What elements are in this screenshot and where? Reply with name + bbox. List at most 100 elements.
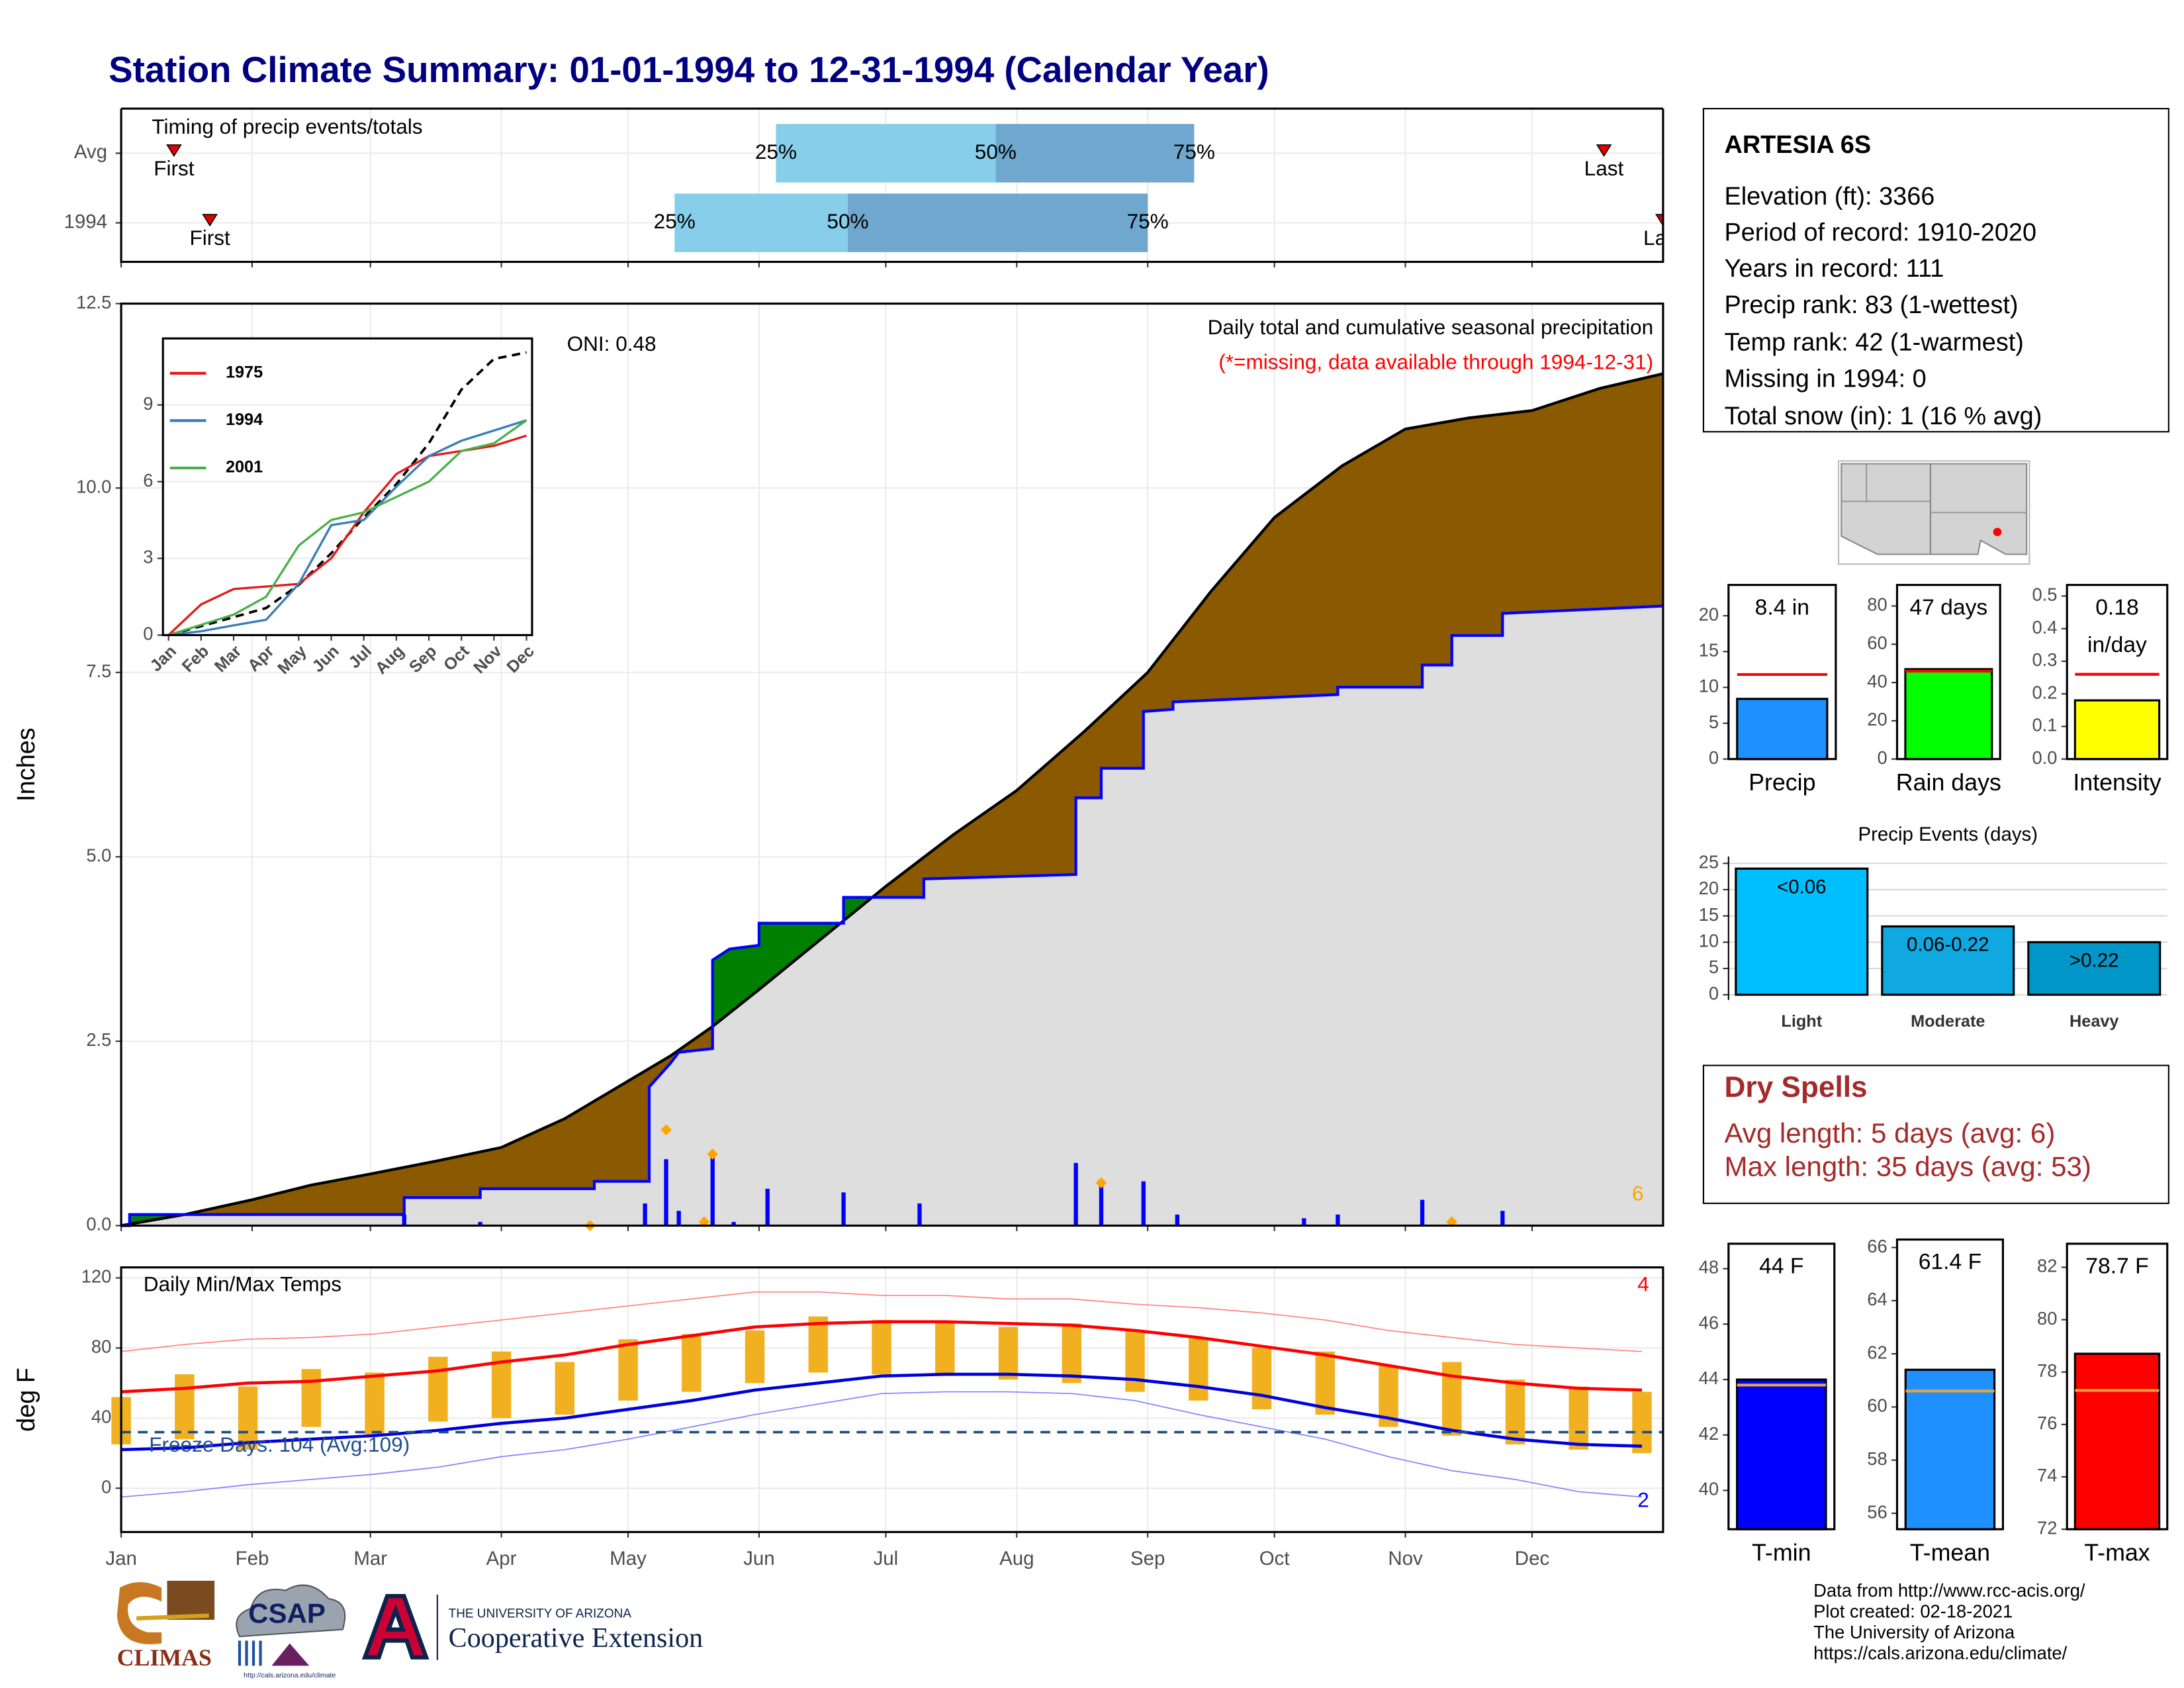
category-label: Intensity bbox=[2073, 769, 2161, 796]
panel-frame bbox=[120, 303, 1664, 1227]
y-tick-label: 20 bbox=[1867, 709, 1887, 729]
x-tick-label: Mar bbox=[353, 1548, 387, 1570]
y-axis-label: Inches bbox=[13, 727, 40, 802]
climas-emblem bbox=[136, 1613, 209, 1620]
observed-range-bar bbox=[555, 1362, 575, 1415]
quartile-label: 25% bbox=[654, 209, 696, 233]
y-tick-label: 0.3 bbox=[2032, 649, 2057, 670]
category-label: T-mean bbox=[1910, 1539, 1990, 1566]
daily-bar bbox=[841, 1192, 846, 1226]
value-label: 61.4 F bbox=[1919, 1250, 1981, 1274]
y-tick-label: 20 bbox=[1699, 878, 1719, 898]
event-label: First bbox=[154, 156, 195, 180]
y-tick-label: 82 bbox=[2037, 1256, 2057, 1276]
observed-range-bar bbox=[238, 1386, 258, 1450]
y-tick-label: 0.0 bbox=[86, 1214, 111, 1235]
record-high-count: 4 bbox=[1637, 1272, 1649, 1295]
timing-group: 25% 50% 75% First Last 25% 50% 75% First Last bbox=[121, 124, 1683, 252]
x-tick-label: May bbox=[610, 1548, 647, 1570]
category-label: Rain days bbox=[1896, 769, 2001, 796]
x-tick-label: Feb bbox=[236, 1548, 269, 1570]
observed-range-bar bbox=[935, 1321, 955, 1376]
row-label: 1994 bbox=[64, 211, 108, 232]
observed-range-bar bbox=[745, 1330, 765, 1383]
snow-marker bbox=[1095, 1177, 1107, 1189]
value-label: 47 days bbox=[1909, 595, 1987, 620]
value-label: 44 F bbox=[1759, 1254, 1803, 1278]
station-line: Missing in 1994: 0 bbox=[1724, 365, 1926, 393]
y-tick-label: 0 bbox=[143, 624, 153, 644]
bar bbox=[1736, 1378, 1827, 1530]
normal-max-line bbox=[120, 1320, 1643, 1393]
page-title: Station Climate Summary: 01-01-1994 to 1… bbox=[109, 49, 1269, 90]
x-tick-label: Aug bbox=[999, 1548, 1034, 1570]
y-tick-label: 12.5 bbox=[76, 292, 111, 312]
dry-spells-box bbox=[1702, 1064, 2169, 1204]
daily-bar bbox=[917, 1203, 922, 1226]
observed-range-bar bbox=[808, 1316, 829, 1373]
timing-title: Timing of precip events/totals bbox=[152, 115, 422, 138]
y-tick-label: 5.0 bbox=[86, 845, 111, 866]
bar bbox=[1904, 1368, 1996, 1530]
bar-label: >0.22 bbox=[2070, 950, 2119, 972]
event-marker bbox=[202, 214, 218, 227]
panel bbox=[163, 338, 532, 635]
x-tick-label: Nov bbox=[1388, 1548, 1423, 1570]
y-tick-label: 64 bbox=[1867, 1289, 1887, 1309]
climas-emblem bbox=[116, 1582, 162, 1644]
y-tick-label: 66 bbox=[1867, 1236, 1887, 1256]
bar bbox=[2073, 699, 2161, 761]
base-area bbox=[121, 606, 1663, 1226]
panel-frame bbox=[161, 337, 533, 636]
panel-frame bbox=[1727, 584, 1837, 761]
quartile-label: 75% bbox=[1173, 140, 1215, 164]
observed-range-bar bbox=[998, 1327, 1019, 1380]
panel-frame bbox=[1727, 1243, 1836, 1530]
series-line bbox=[168, 419, 527, 637]
ua-logo bbox=[361, 1593, 430, 1660]
observed-range-bar bbox=[1125, 1330, 1145, 1392]
quartile-label: 50% bbox=[827, 209, 868, 233]
y-tick-label: 0.1 bbox=[2032, 715, 2057, 735]
bar bbox=[1736, 698, 1829, 761]
observed-range-bar bbox=[1062, 1323, 1081, 1383]
record-min-line bbox=[121, 1391, 1643, 1498]
y-tick-label: 5 bbox=[1709, 957, 1719, 977]
event-marker bbox=[1596, 144, 1612, 158]
event-label: First bbox=[189, 226, 230, 250]
x-tick-label: Jul bbox=[874, 1548, 899, 1570]
observed-range-bar bbox=[1505, 1380, 1525, 1444]
y-tick-label: 0 bbox=[1709, 747, 1719, 768]
value-label: 78.7 F bbox=[2085, 1254, 2148, 1278]
row-label: Avg bbox=[74, 141, 107, 163]
y-tick-label: 3 bbox=[143, 547, 153, 567]
bar bbox=[1881, 925, 2015, 996]
observed-range-bar bbox=[301, 1369, 322, 1427]
observed-range-bar bbox=[872, 1320, 891, 1375]
observed-range-bar bbox=[1632, 1391, 1652, 1454]
normal-min-line bbox=[121, 1372, 1643, 1452]
quartile-bar bbox=[776, 124, 996, 183]
dry-spells-title: Dry Spells bbox=[1724, 1071, 1867, 1103]
daily-bar bbox=[643, 1203, 647, 1226]
station-line: Elevation (ft): 3366 bbox=[1724, 183, 1934, 211]
csap-cloud bbox=[236, 1584, 346, 1638]
locator-map bbox=[1838, 460, 2030, 565]
chart-subtitle: (*=missing, data available through 1994-… bbox=[1218, 350, 1653, 373]
chart-title: Daily total and cumulative seasonal prec… bbox=[1208, 315, 1653, 339]
observed-range-bar bbox=[1251, 1348, 1272, 1410]
y-tick-label: 40 bbox=[91, 1406, 111, 1427]
observed-range-bar bbox=[682, 1334, 702, 1392]
bar bbox=[1904, 668, 1993, 761]
y-tick-label: 76 bbox=[2037, 1413, 2057, 1433]
y-tick-label: 15 bbox=[1699, 640, 1719, 661]
station-line: Precip rank: 83 (1-wettest) bbox=[1724, 291, 2018, 319]
daily-bar bbox=[1420, 1199, 1425, 1226]
chart-title: Daily Min/Max Temps bbox=[144, 1272, 341, 1295]
daily-bar bbox=[1073, 1162, 1078, 1226]
event-marker bbox=[1655, 214, 1663, 227]
daily-bar bbox=[1302, 1218, 1306, 1226]
daily-bar bbox=[731, 1221, 736, 1226]
event-label: Last bbox=[1643, 226, 1683, 250]
snow-count: 6 bbox=[1632, 1182, 1644, 1205]
